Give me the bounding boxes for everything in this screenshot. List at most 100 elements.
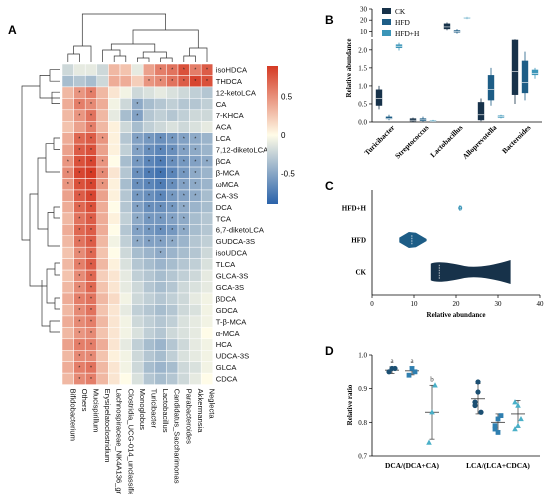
significance-mark: * — [160, 68, 162, 74]
significance-mark: * — [183, 68, 185, 74]
dendrogram-branch — [113, 55, 127, 62]
heatmap-cell — [166, 121, 179, 133]
significance-mark: * — [78, 102, 80, 108]
heatmap-cell — [154, 98, 167, 111]
significance-mark: * — [160, 251, 162, 257]
y-tick-label: 1.0 — [358, 82, 367, 90]
heatmap-cell — [189, 98, 202, 111]
heatmap-cell — [84, 75, 98, 88]
row-label: ωMCA — [216, 180, 240, 189]
significance-mark: * — [160, 205, 162, 211]
heatmap-cell — [166, 86, 179, 99]
significance-mark: * — [90, 228, 92, 234]
legend-label: CK — [395, 7, 406, 16]
box-hfd — [385, 116, 393, 120]
heatmap-cell — [119, 269, 132, 282]
category-label: HFD — [351, 237, 366, 245]
significance-mark: * — [160, 182, 162, 188]
y-tick-label: 1.0 — [358, 352, 367, 360]
heatmap-cell — [119, 201, 132, 214]
violin-hfd — [399, 232, 427, 248]
significance-mark: * — [194, 171, 196, 177]
heatmap-cell — [177, 338, 190, 351]
data-point-hfd — [498, 413, 504, 418]
significance-mark: * — [171, 239, 173, 245]
heatmap-cell — [177, 361, 190, 374]
heatmap-cell — [96, 246, 109, 259]
heatmap-cell — [96, 201, 109, 214]
dendrogram-branch — [137, 57, 150, 62]
colorbar-tick: 0 — [281, 131, 286, 140]
significance-mark: * — [183, 205, 185, 211]
column-label: Clostridia_UCG-014_unclassified — [126, 389, 135, 494]
dendrogram-branch — [37, 157, 48, 230]
heatmap-cell — [166, 109, 179, 122]
row-label: DCA — [216, 203, 233, 212]
heatmap-cell — [108, 338, 121, 351]
heatmap-cell — [200, 269, 214, 282]
data-point-ck — [386, 369, 392, 375]
heatmap-cell — [200, 98, 214, 111]
row-label: TLCA — [216, 260, 236, 269]
significance-mark: * — [78, 239, 80, 245]
heatmap-cell — [96, 361, 109, 374]
row-dendrogram — [21, 69, 60, 333]
significance-mark: * — [136, 194, 138, 200]
heatmap-cell — [166, 350, 179, 362]
heatmap-cell — [119, 281, 132, 294]
significance-mark: * — [78, 217, 80, 223]
heatmap-cell — [61, 304, 74, 317]
heatmap-cell — [61, 212, 74, 225]
legend-swatch — [382, 19, 391, 25]
heatmap-cell — [177, 121, 190, 133]
significance-mark: * — [78, 182, 80, 188]
violin-ck — [430, 260, 511, 284]
significance-mark: * — [171, 136, 173, 142]
heatmap-cell — [166, 304, 179, 317]
column-label: Monoglobus — [138, 389, 147, 431]
significance-mark: * — [148, 228, 150, 234]
panel-b-boxplot: 0.0 0.5 1.0 1.5 2.0 10 20 30 Relative abundance T… — [345, 6, 542, 161]
heatmap-cell — [108, 212, 121, 225]
row-label: 7-KHCA — [216, 111, 245, 120]
significance-mark: * — [160, 194, 162, 200]
panel-label-c: C — [325, 179, 334, 193]
colorbar-tick: -0.5 — [281, 169, 295, 178]
significance-mark: * — [206, 79, 208, 85]
group-label: DCA/(DCA+CA) — [385, 461, 439, 470]
heatmap-cell — [142, 350, 156, 362]
heatmap-cell — [177, 98, 190, 111]
significance-mark: * — [78, 262, 80, 268]
significance-mark: * — [67, 171, 69, 177]
heatmap-cell — [200, 304, 214, 317]
significance-mark: * — [183, 228, 185, 234]
row-label: CDCA — [216, 375, 238, 384]
significance-mark: * — [171, 79, 173, 85]
heatmap-cell — [131, 75, 144, 88]
heatmap-cell — [96, 143, 109, 156]
category-label: Lactobacillus — [428, 123, 464, 159]
x-axis-title: Relative abundance — [427, 311, 486, 319]
heatmap-cell — [154, 121, 167, 133]
heatmap-cell — [108, 246, 121, 259]
heatmap-cell — [142, 315, 156, 328]
heatmap-cell — [142, 327, 156, 340]
row-label: β-MCA — [216, 168, 241, 177]
significance-mark: * — [160, 217, 162, 223]
heatmap-cell — [119, 75, 132, 88]
group-label: LCA/(LCA+CDCA) — [466, 461, 530, 470]
significance-mark: * — [90, 159, 92, 165]
significance-mark: * — [160, 171, 162, 177]
significance-mark: * — [183, 182, 185, 188]
legend-label: HFD — [395, 18, 410, 27]
dendrogram-branch — [39, 75, 60, 99]
significance-mark: * — [148, 205, 150, 211]
heatmap-cell — [154, 372, 167, 385]
significance-mark: * — [148, 194, 150, 200]
data-point-hfd-h — [512, 426, 518, 432]
heatmap-cell — [154, 269, 167, 282]
heatmap-cell — [108, 258, 121, 271]
significance-mark: * — [90, 354, 92, 360]
significance-mark: * — [136, 114, 138, 120]
significance-mark: * — [148, 217, 150, 223]
